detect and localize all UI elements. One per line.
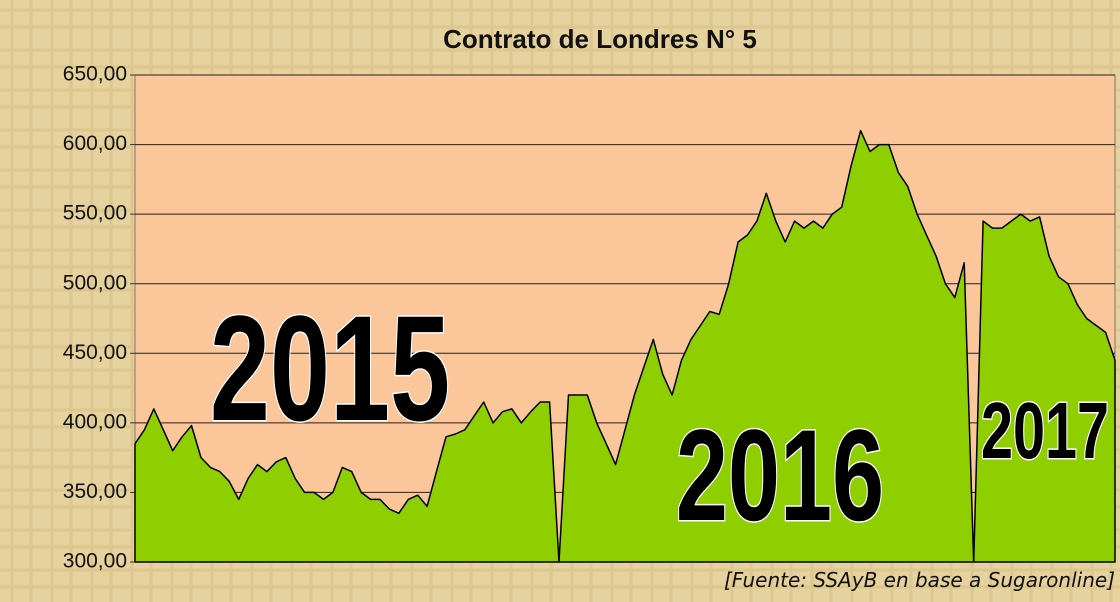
y-tick-label: 350,00 — [63, 480, 127, 503]
year-label: 2015 — [210, 285, 450, 453]
y-tick-label: 500,00 — [63, 271, 127, 294]
y-tick-label: 600,00 — [63, 132, 127, 155]
year-label: 2016 — [676, 403, 884, 549]
y-tick-label: 550,00 — [63, 202, 127, 225]
y-tick-label: 300,00 — [63, 550, 127, 573]
y-tick-label: 650,00 — [63, 63, 127, 86]
area — [134, 129, 1116, 563]
y-tick-label: 450,00 — [63, 341, 127, 364]
y-tick-label: 400,00 — [63, 410, 127, 433]
source-note: [Fuente: SSAyB en base a Sugaronline] — [724, 568, 1115, 592]
year-label: 2017 — [981, 386, 1109, 476]
chart-title: Contrato de Londres N° 5 — [443, 24, 757, 54]
